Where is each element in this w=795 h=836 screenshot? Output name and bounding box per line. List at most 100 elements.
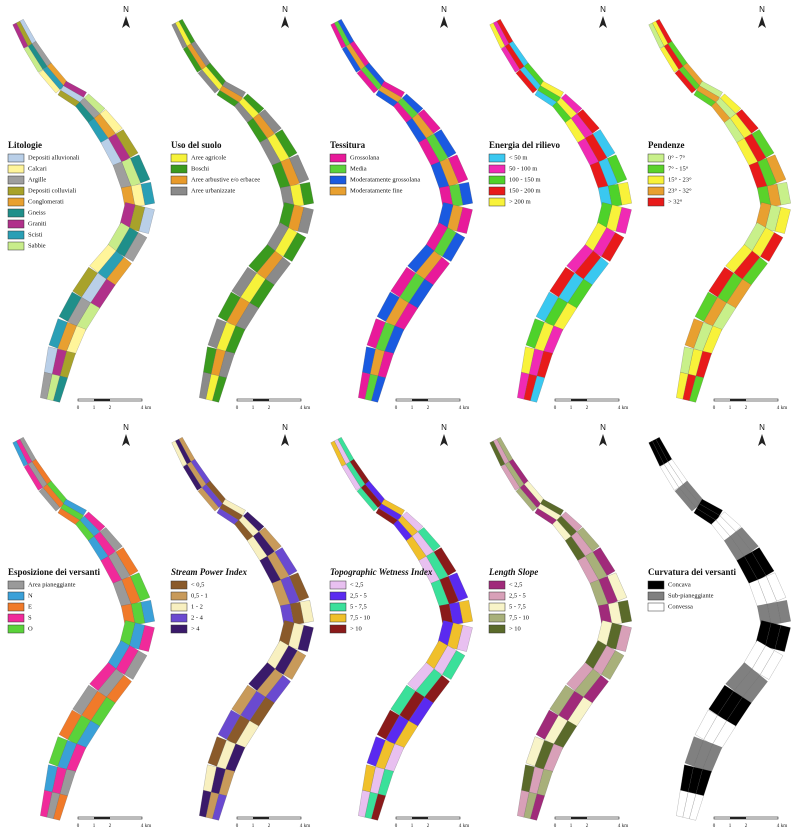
map-panel: N Length Slope < 2,5 2,5 - 5 5 - 7,5 7,5 - 10…: [488, 423, 632, 829]
map-area: [390, 684, 416, 716]
map-area: [525, 736, 545, 767]
map-area: [694, 709, 718, 740]
scale-label: 4: [459, 824, 462, 829]
map-panel: N Energia del rilievo < 50 m 50 - 100 m 100 …: [488, 5, 632, 411]
scale-label: 2: [427, 824, 430, 829]
map-area: [358, 790, 371, 818]
legend-label: > 10: [350, 625, 362, 632]
map-panel: N Litologie Depositi alluvionali Calcari Arg…: [7, 5, 155, 411]
legend-title: Topographic Wetness Index: [330, 567, 433, 577]
map-area: [89, 244, 117, 273]
legend-swatch: [488, 591, 506, 601]
legend-swatch: [170, 164, 188, 174]
legend-label: < 2,5: [509, 581, 522, 588]
legend-swatch: [329, 164, 347, 174]
legend-title: Uso del suolo: [171, 140, 222, 150]
legend-swatch: [647, 580, 665, 590]
map-area: [171, 440, 188, 467]
legend-label: 2,5 - 5: [350, 592, 367, 599]
map-area: [501, 46, 520, 73]
map-area: [231, 684, 257, 716]
scale-label: 1: [93, 824, 96, 829]
scale-label: 2: [109, 406, 112, 411]
map-area: [566, 662, 594, 691]
map-area: [725, 662, 753, 691]
legend-swatch: [488, 580, 506, 590]
legend-label: 5 - 7,5: [509, 603, 526, 610]
map-panel: N Uso del suolo Aree agricole Boschi Aree ar…: [170, 5, 314, 411]
scale-bar: [412, 817, 428, 819]
legend-label: > 200 m: [509, 198, 531, 205]
north-arrow: [758, 16, 766, 28]
north-arrow: [281, 16, 289, 28]
map-area: [648, 440, 665, 467]
map-area: [38, 69, 61, 94]
legend-label: 7° - 15°: [668, 165, 689, 172]
legend-swatch: [647, 175, 665, 185]
scale-bar: [571, 399, 587, 401]
north-label: N: [600, 5, 606, 14]
legend-swatch: [488, 602, 506, 612]
scale-label: 2: [109, 824, 112, 829]
map-area: [358, 372, 371, 400]
north-label: N: [123, 423, 129, 432]
legend-label: Convessa: [668, 603, 693, 610]
scale-label: km: [304, 406, 311, 411]
legend-label: < 50 m: [509, 154, 527, 161]
map-area: [376, 709, 400, 740]
legend-swatch: [488, 164, 506, 174]
legend-swatch: [170, 624, 188, 634]
map-area: [517, 372, 530, 400]
map-area: [676, 372, 689, 400]
legend-title: Esposizione dei versanti: [8, 567, 101, 577]
scale-label: 1: [411, 406, 414, 411]
legend-label: < 2,5: [350, 581, 363, 588]
scale-label: 4: [300, 406, 303, 411]
map-area: [407, 662, 435, 691]
legend-label: Graniti: [28, 220, 47, 227]
legend-swatch: [7, 613, 25, 623]
legend-swatch: [7, 241, 25, 251]
map-area: [207, 318, 227, 349]
scale-bar: [94, 399, 110, 401]
legend-swatch: [7, 591, 25, 601]
legend-title: Curvatura dei versanti: [648, 567, 736, 577]
scale-label: 4: [777, 406, 780, 411]
legend-label: Sub-pianeggiante: [668, 592, 714, 599]
legend-swatch: [7, 602, 25, 612]
scale-label: 0: [713, 406, 716, 411]
map-area: [535, 709, 559, 740]
scale-bar: [253, 817, 269, 819]
legend-label: Aree agricole: [191, 154, 226, 161]
map-area: [566, 244, 594, 273]
legend-title: Litologie: [8, 140, 42, 150]
map-panel: N Curvatura dei versanti Concava Sub-pianeg…: [647, 423, 791, 829]
map-area: [330, 22, 347, 49]
legend-label: Argille: [28, 176, 46, 183]
legend-label: < 0,5: [191, 581, 204, 588]
map-area: [199, 790, 212, 818]
map-area: [676, 790, 689, 818]
legend-swatch: [647, 164, 665, 174]
legend-label: Moderatamente fine: [350, 187, 403, 194]
legend-swatch: [488, 175, 506, 185]
legend-label: 0,5 - 1: [191, 592, 208, 599]
north-arrow: [440, 434, 448, 446]
legend-swatch: [7, 186, 25, 196]
legend-swatch: [647, 591, 665, 601]
scale-label: 0: [395, 406, 398, 411]
legend-label: Moderatamente grossolana: [350, 176, 420, 183]
legend-title: Stream Power Index: [171, 567, 248, 577]
map-area: [549, 266, 575, 298]
map-area: [199, 372, 212, 400]
legend-label: 5 - 7,5: [350, 603, 367, 610]
legend-swatch: [329, 175, 347, 185]
map-area: [356, 69, 379, 94]
scale-label: 0: [554, 824, 557, 829]
north-arrow: [758, 434, 766, 446]
north-label: N: [600, 423, 606, 432]
north-label: N: [441, 423, 447, 432]
north-label: N: [759, 423, 765, 432]
legend-swatch: [170, 602, 188, 612]
